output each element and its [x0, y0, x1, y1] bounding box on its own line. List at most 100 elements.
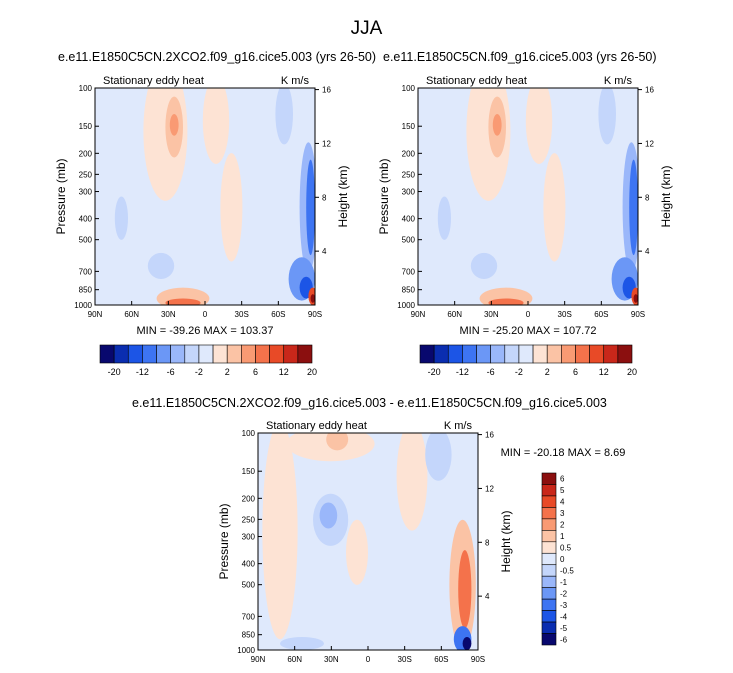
colorbar-swatch	[476, 344, 491, 364]
cool-region	[437, 196, 451, 240]
x-tick-label: 60S	[434, 655, 448, 664]
colorbar-swatch	[546, 344, 562, 364]
y-tick-label: 100	[402, 84, 416, 93]
y-tick-label: 700	[402, 267, 416, 276]
y2-tick-label: 16	[322, 86, 331, 95]
colorbar-swatch	[241, 344, 256, 364]
x-tick-label: 30S	[235, 310, 249, 319]
x-tick-label: 0	[203, 310, 208, 319]
y-axis-title: Pressure (mb)	[54, 158, 68, 234]
panel-2: Stationary eddy heat K m/s 100 150 200 250 300…	[377, 75, 673, 319]
y2-tick-label: 4	[645, 247, 650, 256]
colorbar-swatch	[589, 344, 605, 364]
y2-tick-label: 16	[645, 86, 654, 95]
x-tick-label: 90N	[411, 310, 426, 319]
panel-1: Stationary eddy heat K m/s 100 150 200 250 300…	[54, 75, 350, 319]
warm-region	[346, 519, 368, 585]
y-tick-label: 250	[402, 170, 416, 179]
x-tick-label: 60N	[124, 310, 139, 319]
y-tick-label: 500	[79, 236, 93, 245]
x-tick-label: 30S	[558, 310, 572, 319]
colorbar-label: -12	[456, 367, 469, 377]
y-tick-label: 500	[402, 236, 416, 245]
x-tick-label: 90S	[471, 655, 485, 664]
warm-region	[220, 153, 243, 262]
warm-core	[492, 114, 502, 136]
colorbar-swatch	[541, 610, 557, 623]
cool-core	[462, 636, 472, 650]
panel1-minmax: MIN = -39.26 MAX = 103.37	[137, 325, 274, 337]
colorbar-label: 2	[545, 367, 550, 377]
colorbar-swatch	[504, 344, 520, 364]
x-tick-label: 0	[526, 310, 531, 319]
colorbar-swatch	[541, 530, 557, 543]
y-tick-label: 250	[79, 170, 93, 179]
colorbar-label: 6	[560, 475, 565, 484]
y2-axis-title: Height (km)	[659, 165, 673, 227]
panel3-title: e.e11.E1850C5CN.2XCO2.f09_g16.cice5.003 …	[132, 396, 607, 410]
y2-tick-label: 12	[322, 139, 331, 148]
colorbar-label: -6	[560, 635, 568, 644]
colorbar-label: 20	[307, 367, 317, 377]
colorbar-swatch	[297, 344, 313, 364]
y-tick-label: 850	[402, 286, 416, 295]
warm-core	[169, 114, 179, 136]
y-tick-label: 400	[402, 215, 416, 224]
x-tick-label: 30N	[324, 655, 339, 664]
y-tick-label: 700	[79, 267, 93, 276]
colorbar-swatch	[541, 552, 557, 566]
cool-region	[114, 196, 128, 240]
colorbar-swatch	[541, 495, 557, 508]
colorbar-label: 3	[560, 509, 565, 518]
colorbar-label: -6	[487, 367, 495, 377]
colorbar-label: 12	[599, 367, 609, 377]
warm-pole-core	[633, 294, 638, 303]
colorbar-label: -20	[108, 367, 121, 377]
panel3-minmax: MIN = -20.18 MAX = 8.69	[501, 447, 626, 459]
colorbar-label: -5	[560, 624, 568, 633]
x-tick-label: 60N	[447, 310, 462, 319]
x-tick-label: 0	[366, 655, 371, 664]
warm-surface-core	[165, 298, 201, 305]
colorbar-2: -20 -12 -6 -2 2 6 12 20	[419, 344, 637, 377]
x-tick-label: 90N	[251, 655, 266, 664]
y-tick-label: 200	[79, 149, 93, 158]
warm-pole-core	[310, 294, 315, 303]
colorbar-swatch	[419, 344, 435, 364]
colorbar-label: -3	[560, 601, 568, 610]
y-tick-label: 200	[242, 494, 256, 503]
warm-surface-core	[488, 298, 524, 305]
cool-core	[629, 159, 638, 256]
y2-tick-label: 4	[322, 247, 327, 256]
colorbar-swatch	[603, 344, 619, 364]
colorbar-label: -0.5	[560, 566, 574, 575]
colorbar-swatch	[283, 344, 299, 364]
colorbar-swatch	[541, 633, 557, 646]
panel2-minmax: MIN = -25.20 MAX = 107.72	[460, 325, 597, 337]
y2-tick-label: 4	[485, 592, 490, 601]
colorbar-swatch	[269, 344, 285, 364]
colorbar-label: -12	[136, 367, 149, 377]
colorbar-label: 1	[560, 532, 565, 541]
field-layer	[418, 88, 638, 305]
warm-region	[396, 433, 428, 531]
y-tick-label: 500	[242, 581, 256, 590]
plot-units-label: K m/s	[604, 75, 633, 87]
colorbar-swatch	[541, 518, 557, 531]
colorbar-swatch	[617, 344, 633, 364]
cool-region	[598, 88, 616, 145]
colorbar-label: 4	[560, 498, 565, 507]
y-tick-label: 400	[242, 560, 256, 569]
y-tick-label: 850	[242, 631, 256, 640]
y2-axis-title: Height (km)	[499, 510, 513, 572]
colorbar-label: 6	[253, 367, 258, 377]
y-tick-label: 150	[79, 122, 93, 131]
y2-tick-label: 12	[485, 484, 494, 493]
colorbar-3: 6 5 4 3 2 1 0.5 0 -0.5 -1 -2 -3 -4 -5 -6	[541, 472, 574, 646]
colorbar-swatch	[532, 344, 548, 364]
y2-tick-label: 16	[485, 431, 494, 440]
y-tick-label: 1000	[397, 301, 415, 310]
y2-axis-title: Height (km)	[336, 165, 350, 227]
colorbar-label: -2	[515, 367, 523, 377]
y-tick-label: 300	[402, 188, 416, 197]
